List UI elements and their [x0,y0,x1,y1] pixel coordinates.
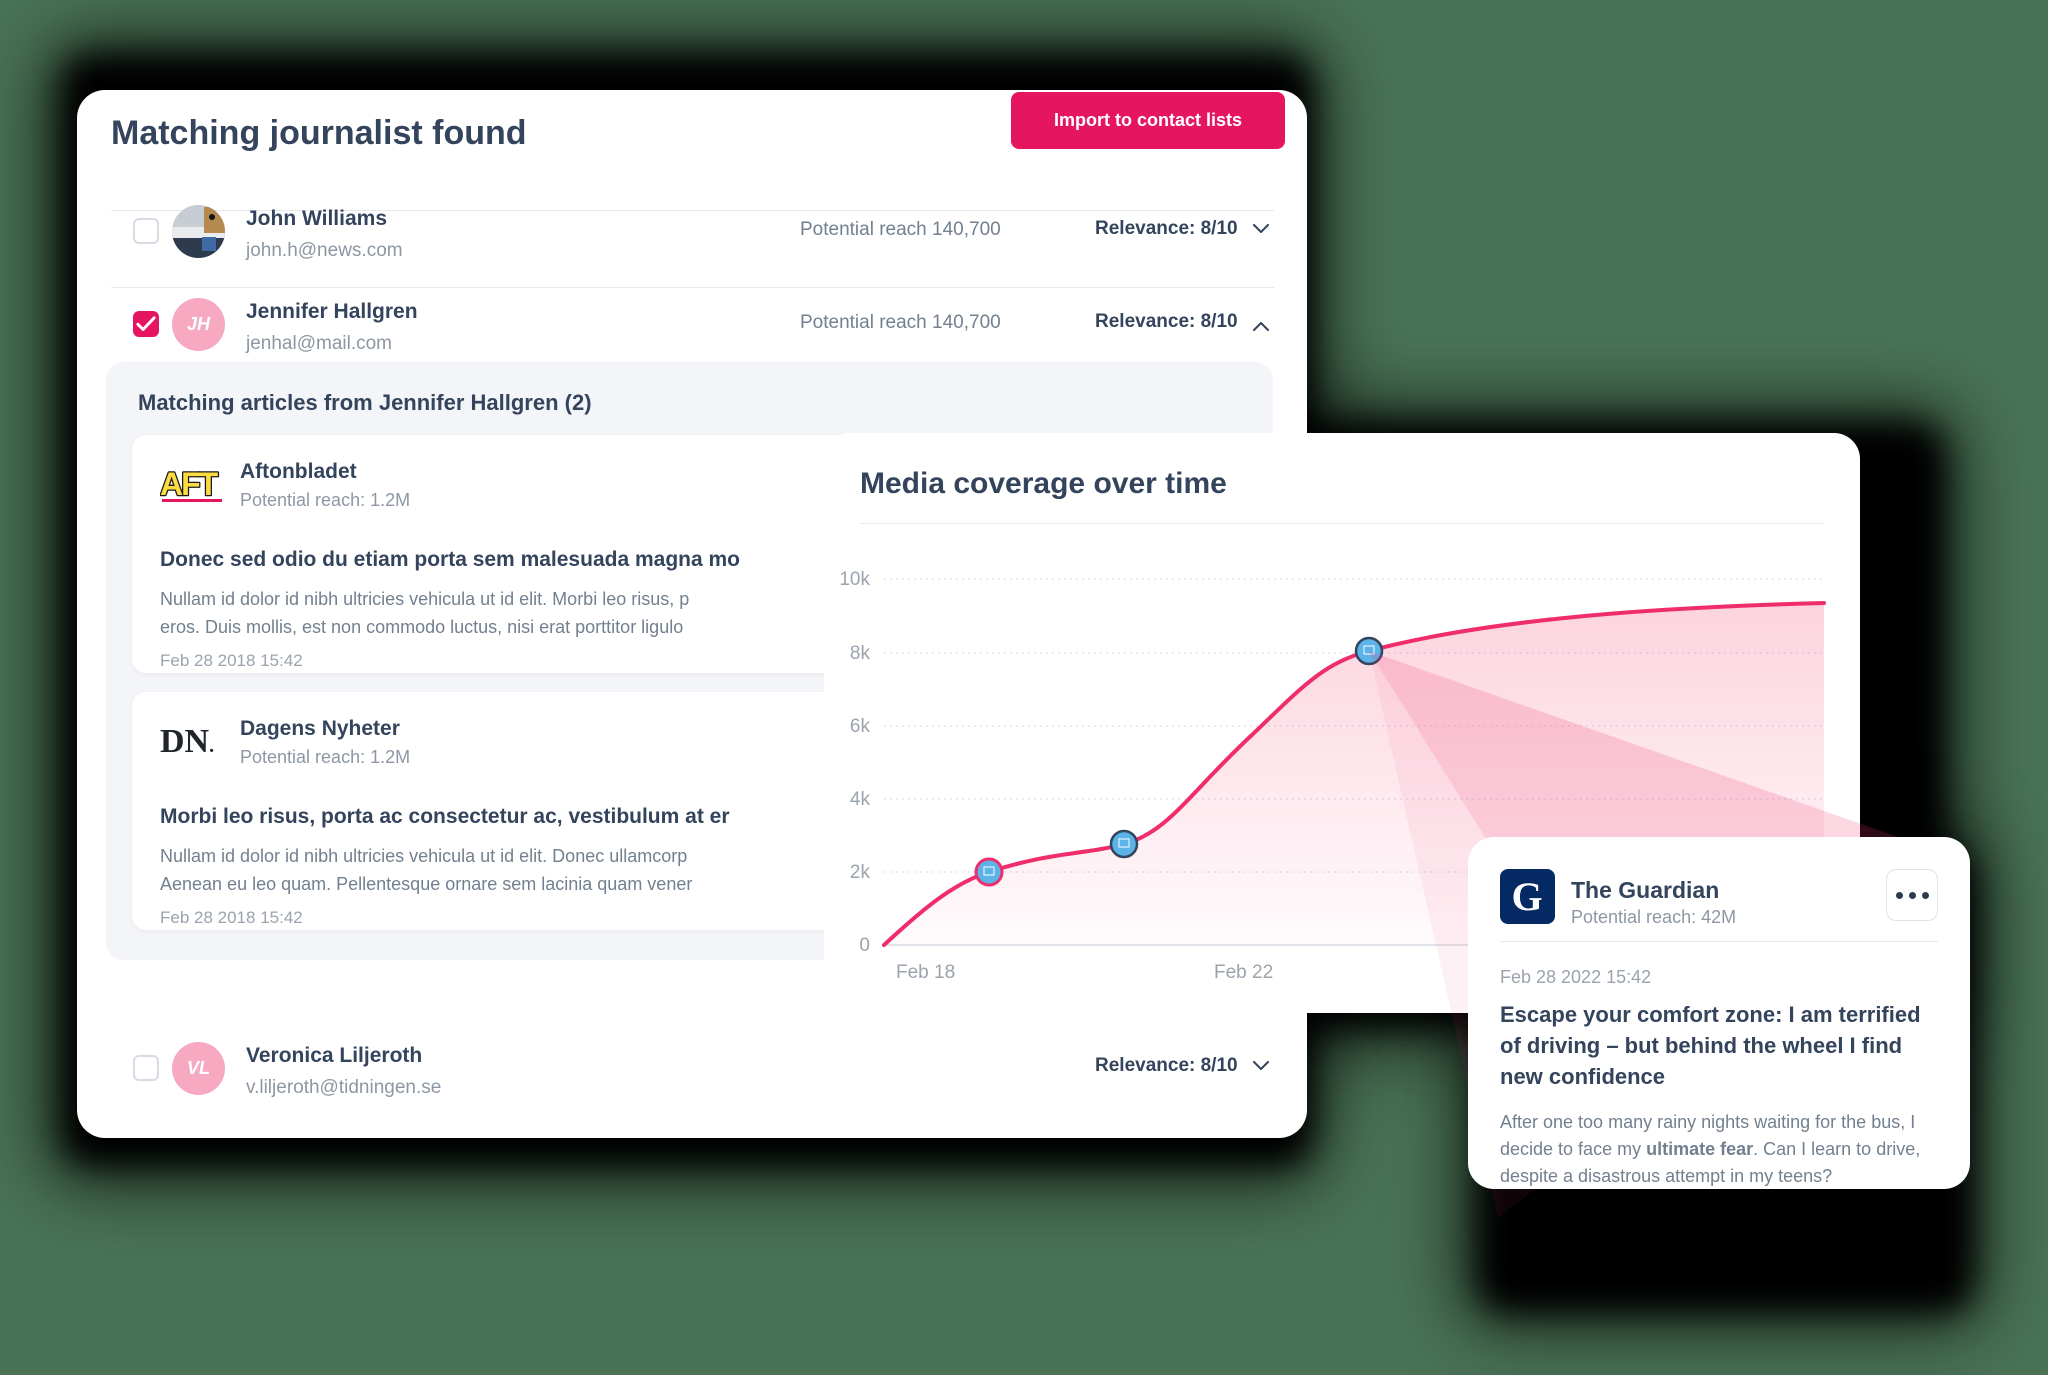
svg-text:DN.: DN. [160,723,214,760]
svg-text:0: 0 [859,935,870,956]
svg-text:G: G [1511,874,1542,919]
svg-text:4k: 4k [850,789,871,810]
svg-text:2k: 2k [850,862,871,883]
svg-text:AFT: AFT [160,466,219,502]
svg-text:8k: 8k [850,643,871,664]
svg-text:6k: 6k [850,716,871,737]
svg-text:10k: 10k [839,569,870,590]
svg-text:Feb 18: Feb 18 [896,962,955,983]
svg-text:Feb 22: Feb 22 [1214,962,1273,983]
